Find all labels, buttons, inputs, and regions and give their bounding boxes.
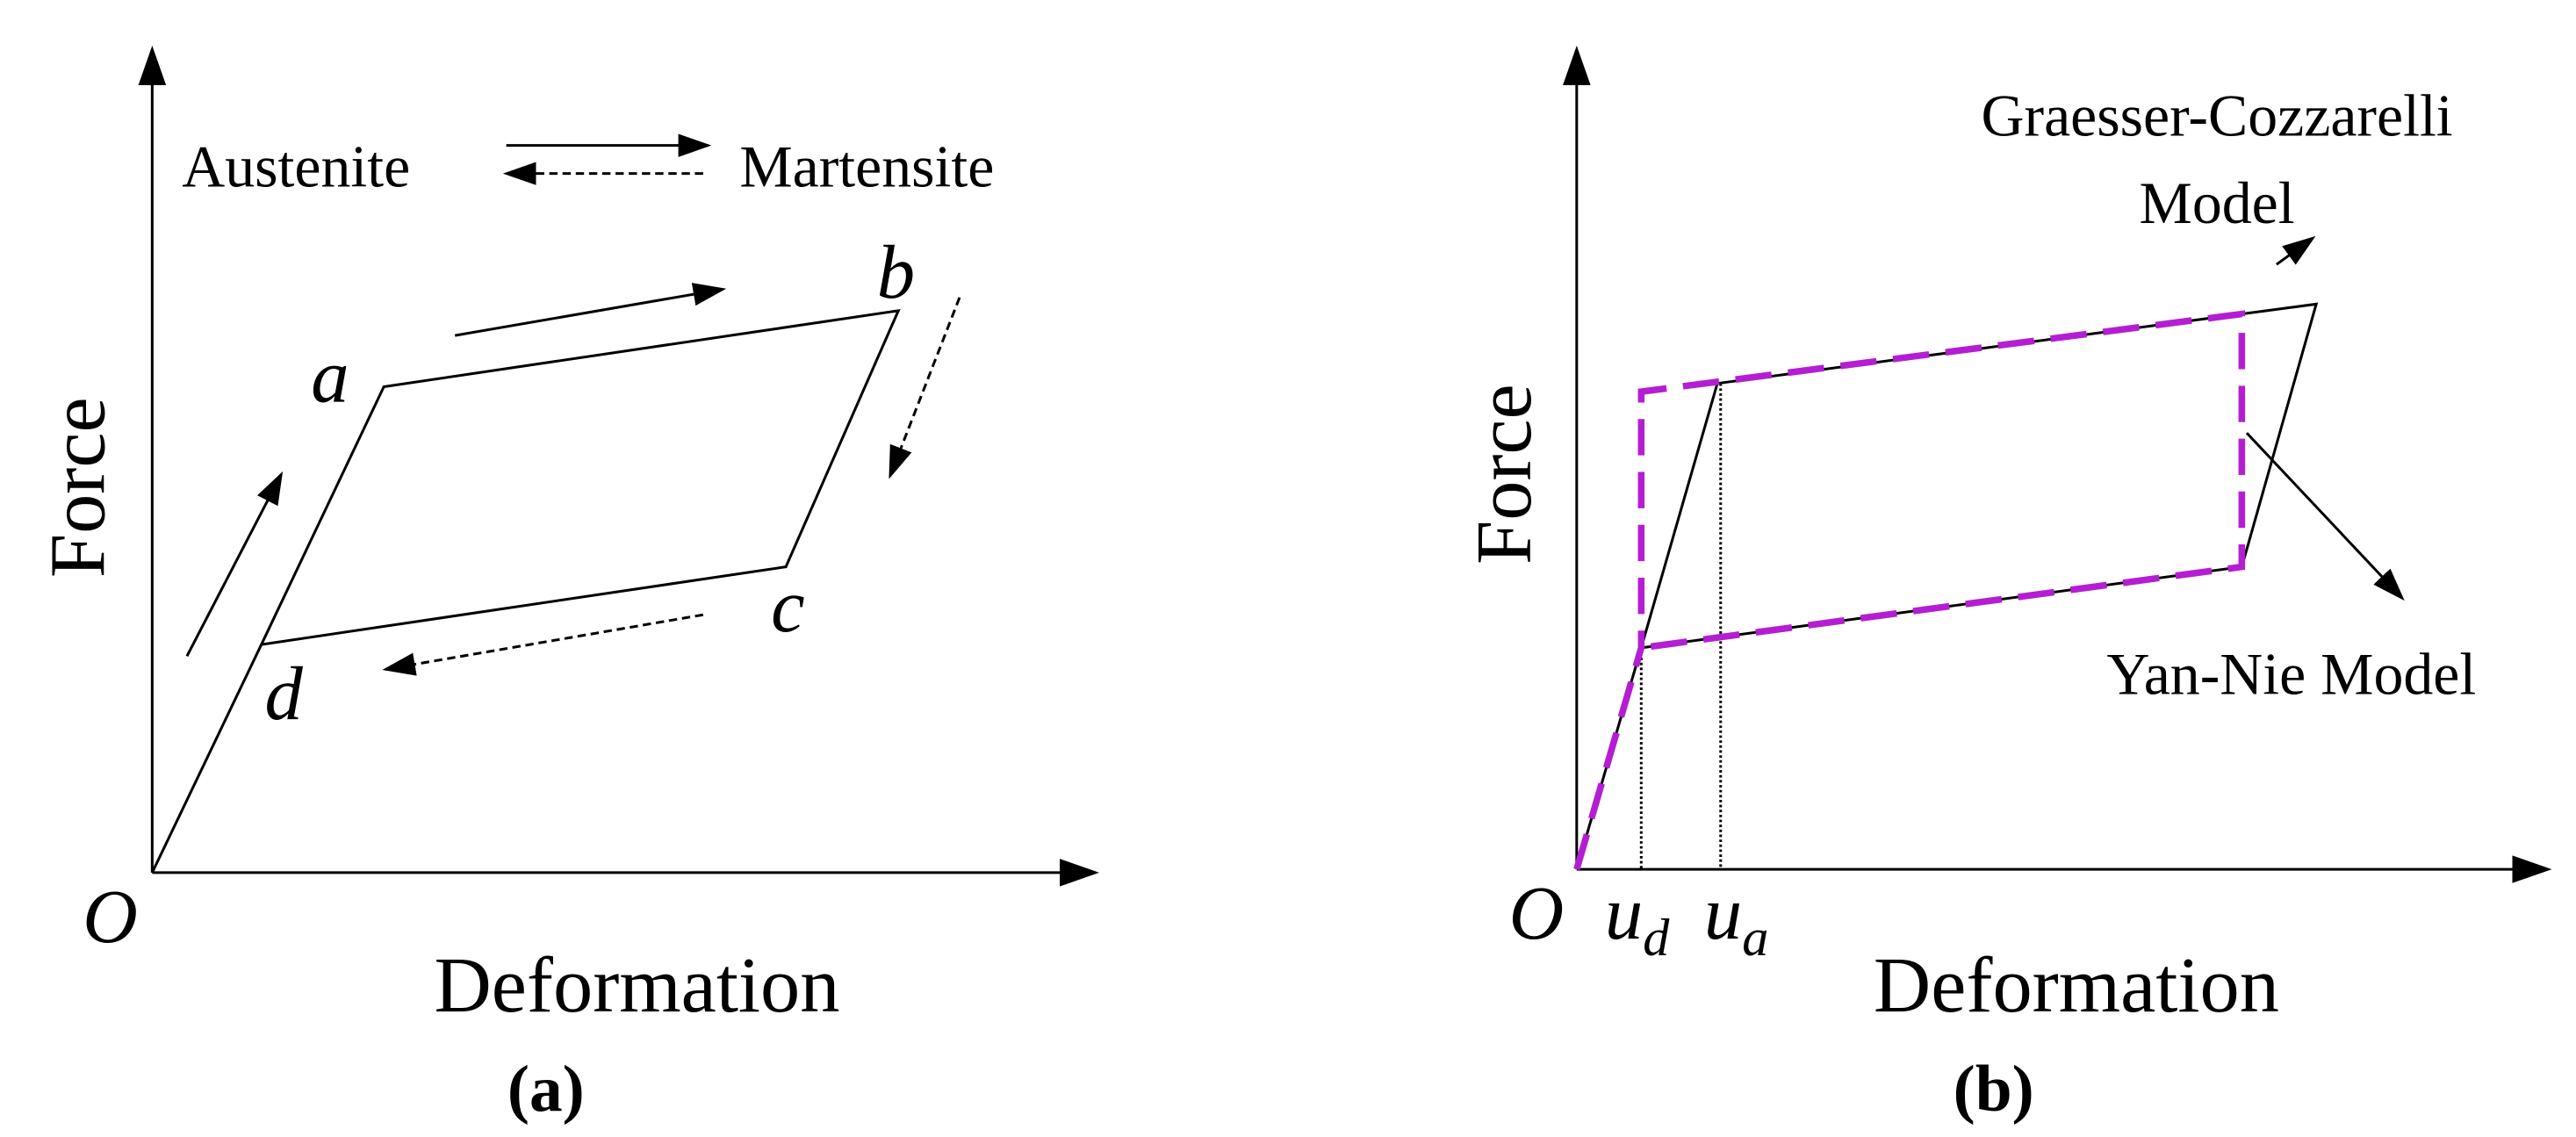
symbol: u [1704, 871, 1742, 955]
caption: (a) [507, 1053, 585, 1126]
symbol: u [1605, 871, 1643, 955]
panel-a: Austenite Martensite a b c d O Force Def… [33, 45, 1099, 1126]
x-axis-label: Deformation [434, 940, 839, 1029]
model-label: Model [2140, 170, 2295, 236]
caption: (b) [1954, 1053, 2034, 1126]
hysteresis-loop [151, 308, 901, 874]
model-label: Graesser-Cozzarelli [1982, 83, 2453, 148]
arrow [889, 297, 961, 479]
legend-label: Martensite [739, 134, 994, 200]
ud-label: ud [1605, 871, 1670, 968]
point-label: a [311, 334, 349, 418]
point-label: d [265, 651, 304, 736]
y-axis-label: Force [33, 397, 122, 578]
yan-nie-model-loop [1573, 310, 2246, 871]
arrow [2276, 235, 2316, 266]
y-axis-label: Force [1459, 384, 1548, 565]
arrow [2245, 432, 2405, 601]
arrow [454, 283, 727, 337]
origin-label: O [83, 874, 138, 959]
legend-label: Austenite [182, 134, 410, 200]
subscript: a [1742, 909, 1768, 968]
arrow [382, 613, 704, 676]
model-label: Yan-Nie Model [2107, 642, 2477, 708]
ua-label: ua [1704, 871, 1768, 968]
point-label: c [771, 564, 804, 648]
origin-label: O [1509, 871, 1565, 955]
subscript: d [1643, 909, 1670, 968]
panel-b: Graesser-Cozzarelli Model Yan-Nie Model … [1459, 45, 2552, 1126]
arrow [185, 471, 284, 657]
point-label: b [877, 230, 915, 314]
x-axis-label: Deformation [1874, 940, 2279, 1029]
